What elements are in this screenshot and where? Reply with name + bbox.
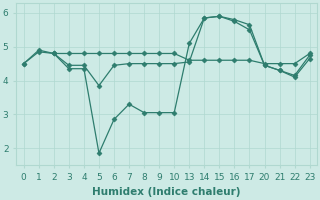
X-axis label: Humidex (Indice chaleur): Humidex (Indice chaleur) bbox=[92, 187, 241, 197]
